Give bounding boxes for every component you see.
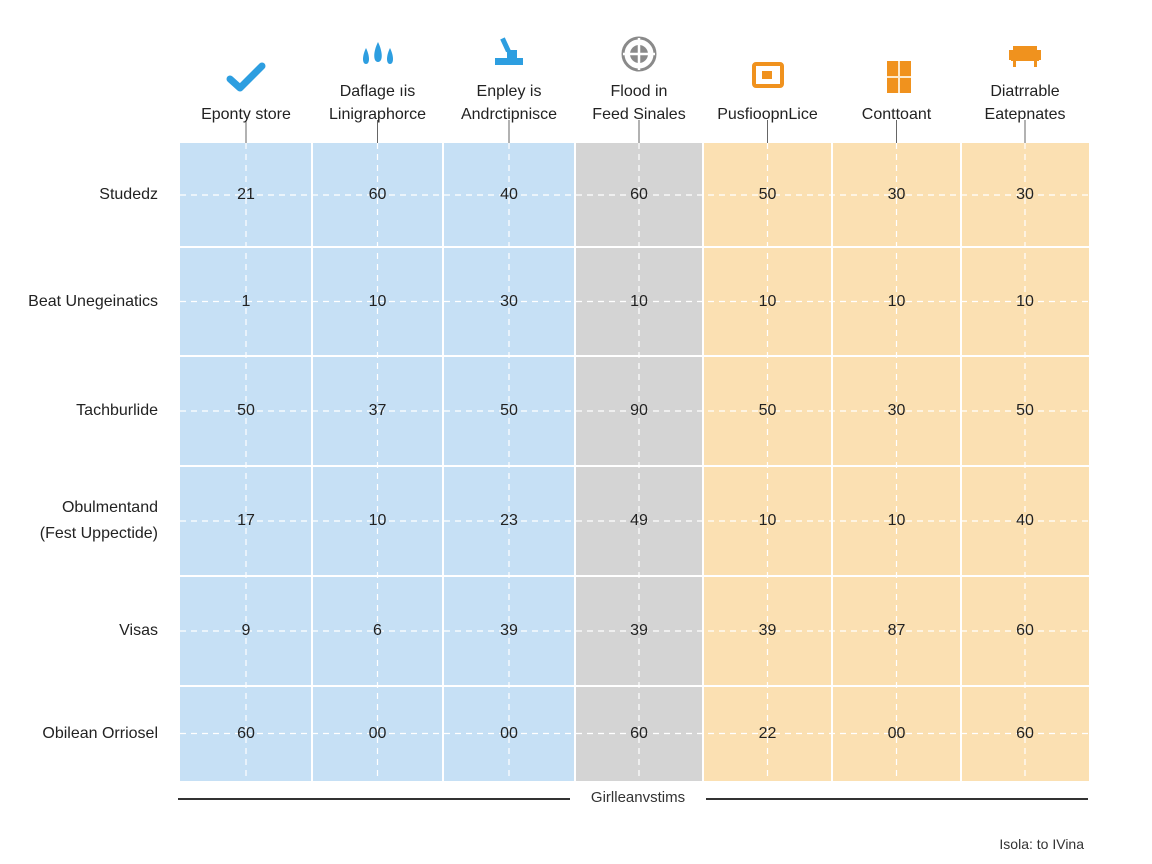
cell-value: 90 xyxy=(630,402,648,419)
column-header-label: Daflage ıis Linigraphorce xyxy=(329,83,426,123)
cell-value: 00 xyxy=(500,724,518,742)
column-header-label: Eponty store xyxy=(201,106,291,123)
cell-value: 23 xyxy=(500,512,518,529)
cell-value: 50 xyxy=(237,402,255,419)
document-icon xyxy=(877,57,917,97)
legend-label: Girlleanvstims xyxy=(590,789,686,806)
cell-value: 60 xyxy=(1016,724,1034,742)
cell-value: 10 xyxy=(630,292,648,310)
cell-value: 00 xyxy=(887,724,906,742)
cell-value: 6 xyxy=(373,622,382,639)
cell-value: 17 xyxy=(237,512,255,529)
footnote: Isola: to IVina xyxy=(999,836,1084,852)
cell-value: 50 xyxy=(758,402,777,419)
column-header-label: Conttoant xyxy=(861,106,932,123)
row-label-6: Obilean Orriosel xyxy=(42,724,158,742)
row-label-3: Tachburlide xyxy=(76,402,158,419)
cell-value: 00 xyxy=(368,724,387,742)
cell-value: 37 xyxy=(368,402,387,419)
cell-value: 30 xyxy=(887,186,906,203)
hammer-icon xyxy=(489,34,529,74)
checkmark-icon xyxy=(226,57,266,97)
legend-line-left xyxy=(178,798,570,800)
column-header-1: Eponty store xyxy=(166,30,326,140)
cell-value: 1 xyxy=(241,292,251,310)
cell-value: 30 xyxy=(500,292,518,310)
water-drops-icon xyxy=(358,34,398,74)
cell-value: 21 xyxy=(237,186,255,203)
cell-value: 10 xyxy=(887,292,906,310)
cell-value: 39 xyxy=(630,622,648,639)
cell-value: 30 xyxy=(1016,186,1034,203)
column-header-6: Conttoant xyxy=(817,30,977,140)
cell-value: 10 xyxy=(887,512,906,529)
cell-value: 10 xyxy=(758,512,777,529)
cell-value: 60 xyxy=(1016,622,1034,639)
cell-value: 39 xyxy=(500,622,518,639)
legend-line-right xyxy=(706,798,1088,800)
row-label-5: Visas xyxy=(119,622,158,639)
cell-value: 39 xyxy=(758,622,777,639)
cell-value: 50 xyxy=(500,402,518,419)
cell-value: 40 xyxy=(1016,512,1034,529)
column-header-5: PusfioopnLice xyxy=(688,30,848,140)
cell-value: 50 xyxy=(1016,402,1034,419)
cell-value: 10 xyxy=(758,292,777,310)
row-label-2: Beat Unegeinatics xyxy=(28,292,158,310)
cell-value: 9 xyxy=(241,622,251,639)
cell-value: 87 xyxy=(887,622,906,639)
cell-value: 60 xyxy=(630,724,648,742)
column-header-label: Flood in Feed Sinales xyxy=(592,83,686,123)
column-header-label: Enpley is Andrctipnisce xyxy=(460,83,558,123)
target-icon xyxy=(619,34,659,74)
column-header-label: PusfioopnLice xyxy=(717,106,818,123)
cell-value: 60 xyxy=(237,724,255,742)
column-header-3: Enpley is Andrctipnisce xyxy=(429,30,589,140)
cell-value: 50 xyxy=(758,186,777,203)
cell-value: 49 xyxy=(630,512,648,529)
column-header-4: Flood in Feed Sinales xyxy=(559,30,719,140)
row-label-1: Studedz xyxy=(99,186,158,203)
column-header-label: Diatrrable Eatepnates xyxy=(984,83,1066,123)
cell-value: 10 xyxy=(368,292,387,310)
cell-value: 60 xyxy=(630,186,648,203)
column-header-2: Daflage ıis Linigraphorce xyxy=(298,30,458,140)
cell-value: 10 xyxy=(1016,292,1034,310)
row-label-4: Obulmentand (Fest Uppectide) xyxy=(39,499,158,542)
column-header-7: Diatrrable Eatepnates xyxy=(945,30,1105,140)
cell-value: 10 xyxy=(368,512,387,529)
cell-value: 30 xyxy=(887,402,906,419)
sofa-icon xyxy=(1005,34,1045,74)
monitor-icon xyxy=(748,57,788,97)
cell-value: 40 xyxy=(500,186,518,203)
cell-value: 22 xyxy=(758,724,777,742)
cell-value: 60 xyxy=(368,186,387,203)
